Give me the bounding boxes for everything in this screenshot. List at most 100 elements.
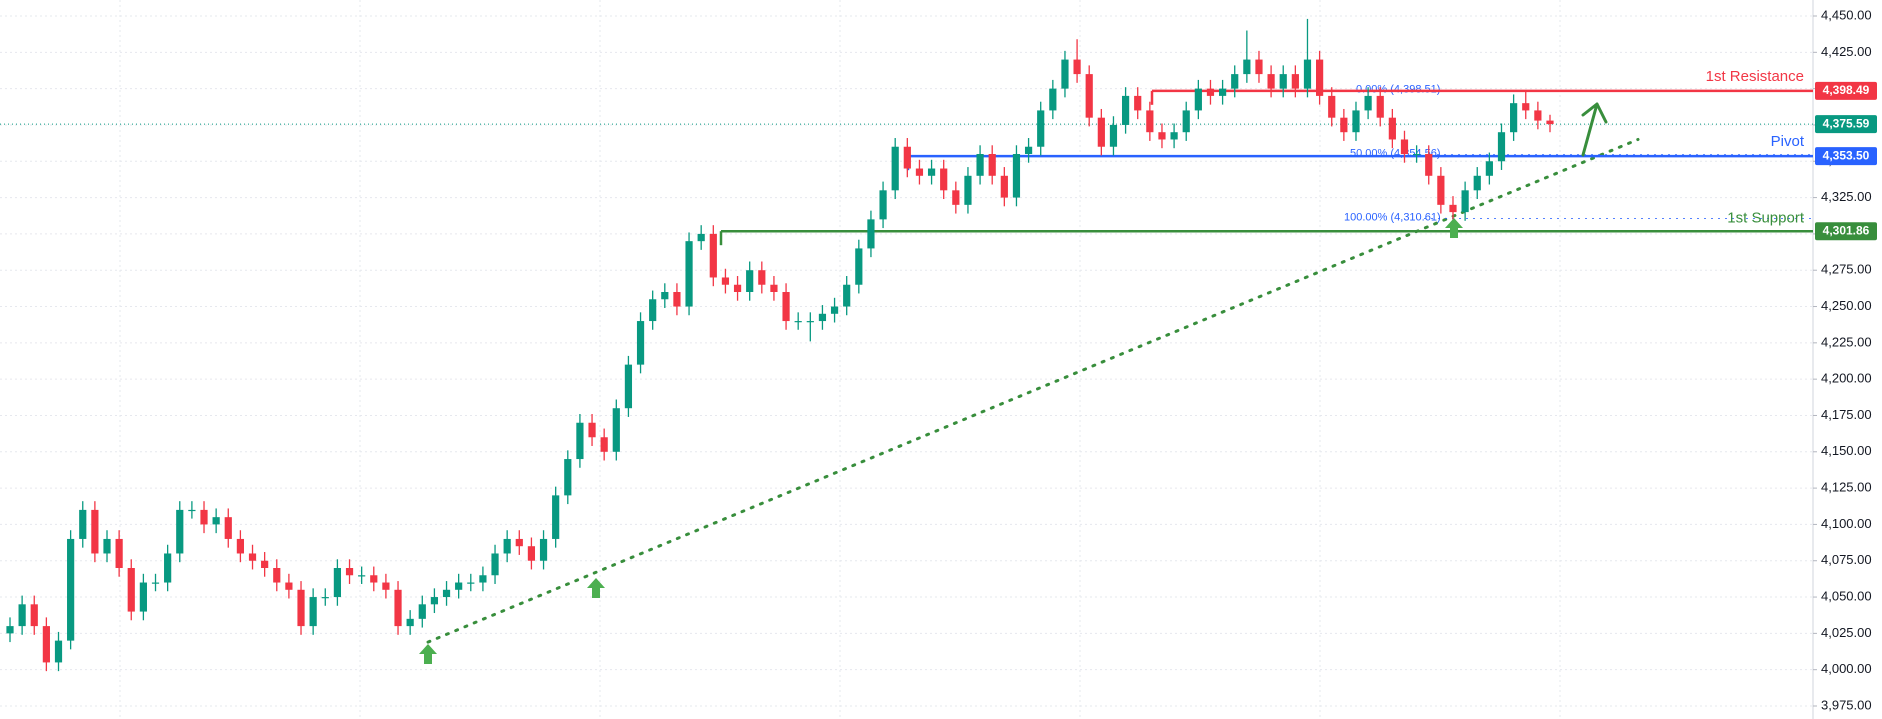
candle-body	[782, 292, 790, 322]
candle-body	[855, 248, 863, 285]
candle-body	[418, 604, 426, 619]
price-tag-label: 4,375.59	[1823, 116, 1870, 130]
candle-body	[649, 299, 657, 322]
y-tick-label: 4,450.00	[1821, 7, 1872, 22]
candle-body	[79, 509, 87, 539]
candle-body	[1534, 110, 1542, 121]
price-tag	[1815, 147, 1877, 166]
candle-body	[200, 509, 208, 525]
candle-body	[1158, 132, 1166, 140]
y-tick-label: 4,000.00	[1821, 661, 1872, 676]
candle-body	[1510, 103, 1518, 133]
candle-body	[867, 219, 875, 249]
candle-body	[1194, 88, 1202, 111]
candle-body	[1352, 110, 1360, 133]
y-tick-label: 4,200.00	[1821, 371, 1872, 386]
candle-body	[1206, 88, 1215, 96]
candle-body	[1073, 59, 1081, 75]
y-tick-label: 4,025.00	[1821, 625, 1872, 640]
trendline	[426, 137, 1640, 644]
y-tick-label: 4,325.00	[1821, 189, 1872, 204]
candle-body	[1121, 95, 1130, 125]
candle-body	[91, 509, 99, 554]
candle-body	[1243, 59, 1251, 75]
candle-body	[394, 589, 402, 627]
y-tick-label: 4,250.00	[1821, 298, 1872, 313]
candle-body	[30, 604, 38, 627]
candle-body	[1400, 139, 1409, 154]
candle-body	[1255, 59, 1263, 75]
level-name: 1st Resistance	[1706, 68, 1804, 85]
candle-body	[1097, 117, 1105, 147]
candle-body	[297, 589, 305, 627]
candle-body	[224, 517, 232, 539]
candle-body	[1376, 95, 1384, 118]
price-tag	[1815, 115, 1877, 134]
candle-body	[67, 538, 75, 641]
candle-body	[1267, 74, 1275, 89]
candle-body	[430, 597, 439, 605]
price-tag	[1815, 81, 1877, 100]
candle-body	[176, 509, 184, 554]
candle-body	[1340, 117, 1348, 133]
candle-body	[1546, 120, 1554, 125]
candle-body	[333, 568, 342, 598]
candle-body	[164, 553, 172, 583]
candle-body	[1000, 175, 1008, 198]
y-tick-label: 4,225.00	[1821, 334, 1872, 349]
candle-body	[988, 154, 996, 176]
candle-body	[479, 575, 487, 583]
y-tick-label: 4,275.00	[1821, 262, 1872, 277]
candle-body	[1473, 175, 1481, 191]
candle-body	[600, 437, 608, 452]
candle-body	[54, 640, 63, 663]
candle-body	[903, 146, 911, 169]
y-tick-label: 4,100.00	[1821, 516, 1872, 531]
candle-body	[455, 582, 463, 590]
fib-label: 100.00% (4,310.61)	[1344, 211, 1441, 223]
candle-body	[1485, 161, 1493, 176]
candle-body	[1425, 154, 1433, 176]
candle-body	[976, 154, 984, 176]
candle-body	[612, 408, 620, 452]
candle-body	[1049, 88, 1057, 111]
candle-body	[758, 270, 766, 285]
y-tick-label: 4,150.00	[1821, 443, 1872, 458]
projection-arrow	[1581, 102, 1608, 157]
candle-body	[1497, 132, 1506, 162]
candle-body	[794, 321, 802, 323]
candle-body	[1388, 117, 1396, 140]
candle-body	[127, 568, 135, 612]
level-name: Pivot	[1771, 133, 1805, 150]
candle-body	[1279, 74, 1287, 89]
candle-body	[843, 284, 851, 307]
y-tick-label: 4,125.00	[1821, 480, 1872, 495]
candle-body	[1061, 59, 1069, 89]
candle-body	[115, 538, 123, 568]
candle-body	[248, 553, 257, 561]
candle-body	[697, 233, 705, 242]
candle-body	[1461, 190, 1469, 213]
up-arrow-marker	[587, 578, 605, 598]
candle-body	[406, 618, 414, 627]
y-tick-label: 4,050.00	[1821, 588, 1872, 603]
candle-body	[442, 589, 451, 598]
candle-body	[661, 292, 669, 300]
candle-body	[818, 313, 827, 322]
candle-body	[1449, 204, 1457, 213]
price-tag-label: 4,353.50	[1823, 148, 1870, 162]
candle-body	[1037, 110, 1045, 147]
candle-body	[212, 517, 220, 525]
candle-body	[806, 321, 814, 323]
candle-body	[491, 553, 499, 576]
y-tick-label: 4,175.00	[1821, 407, 1872, 422]
candle-body	[503, 538, 511, 554]
candle-body	[139, 582, 147, 612]
up-arrow-marker	[1445, 218, 1463, 238]
candle-body	[273, 568, 281, 583]
level-name: 1st Support	[1727, 209, 1805, 226]
candle-body	[188, 509, 196, 512]
candle-body	[746, 270, 754, 292]
